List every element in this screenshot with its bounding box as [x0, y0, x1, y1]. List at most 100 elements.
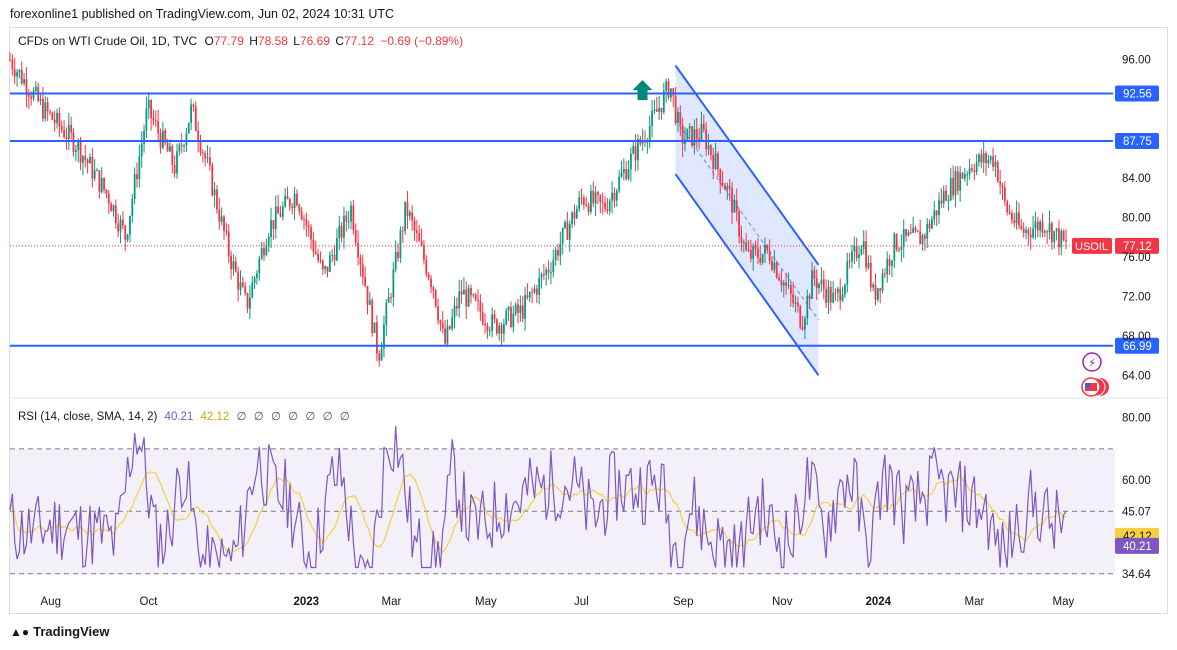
candle-body — [500, 325, 503, 334]
candle-body — [841, 294, 844, 301]
candle-body — [357, 242, 359, 258]
candle-body — [620, 172, 623, 177]
candle-body — [801, 327, 804, 330]
candle-body — [1020, 225, 1023, 229]
candle-body — [632, 146, 635, 154]
candle-body — [987, 159, 990, 164]
tradingview-footer[interactable]: ▲● TradingView — [10, 624, 109, 639]
candle-body — [460, 291, 463, 295]
candle-body — [65, 137, 68, 139]
rsi-legend[interactable]: RSI (14, close, SMA, 14, 2) 40.21 42.12 … — [18, 409, 352, 423]
level-label-bg — [1115, 85, 1159, 102]
candle-body — [552, 260, 555, 273]
price-axis: 96.00 84.00 80.00 76.00 72.00 68.00 64.00 — [1122, 55, 1151, 383]
level-label-bg — [1115, 132, 1159, 149]
candle-body — [592, 190, 595, 204]
candle-body — [996, 161, 999, 182]
rsi-value: 40.21 — [164, 411, 194, 423]
symbol-legend[interactable]: CFDs on WTI Crude Oil, 1D, TVC O77.79 H7… — [18, 34, 463, 48]
channel-median-line — [675, 119, 819, 321]
time-tick-Nov: Nov — [772, 596, 793, 608]
candle-body — [820, 279, 823, 284]
candle-body — [517, 304, 519, 313]
candle-body — [161, 130, 164, 148]
rsi-tick-60: 60.00 — [1122, 475, 1151, 487]
candle-body — [505, 310, 508, 325]
candle-body — [872, 284, 875, 288]
candle-body — [677, 112, 679, 123]
candle-body — [27, 94, 30, 97]
candle-body — [218, 209, 221, 222]
candle-body — [23, 79, 26, 84]
candle-body — [441, 323, 444, 329]
candle-body — [545, 269, 548, 275]
candle-body — [994, 161, 997, 167]
candle-body — [865, 241, 867, 268]
candle-body — [211, 165, 214, 196]
candle-body — [919, 231, 922, 245]
candle-body — [733, 200, 736, 213]
candle-body — [876, 288, 879, 300]
candle-body — [893, 233, 896, 261]
candle-body — [660, 107, 663, 113]
candle-body — [1050, 223, 1053, 243]
candle-body — [173, 164, 176, 174]
horizontal-levels: 92.56 87.75 66.99 USOIL 77.12 — [10, 85, 1159, 354]
candle-body — [18, 69, 21, 73]
candle-body — [874, 284, 877, 300]
candle-body — [813, 270, 816, 279]
price-tick-label: 76.00 — [1122, 252, 1151, 264]
candle-body — [799, 306, 802, 328]
rsi-ma-value: 42.12 — [200, 411, 230, 423]
candle-body — [187, 122, 190, 134]
candle-body — [585, 204, 588, 206]
price-tick-label: 96.00 — [1122, 55, 1151, 67]
candle-body — [256, 273, 258, 279]
candle-body — [778, 277, 780, 281]
candle-body — [615, 190, 618, 201]
candle-body — [900, 246, 903, 250]
candle-body — [728, 186, 731, 189]
candle-body — [754, 245, 757, 249]
candle-body — [502, 324, 505, 334]
candle-body — [688, 126, 691, 129]
candle-body — [905, 229, 907, 236]
candle-body — [420, 241, 423, 246]
candle-body — [354, 230, 357, 243]
candle-body — [387, 296, 390, 303]
candle-body — [1001, 185, 1004, 188]
candle-body — [771, 260, 773, 270]
candle-body — [321, 260, 324, 270]
candle-body — [608, 200, 611, 211]
candle-body — [105, 189, 108, 194]
rsi-placeholder-values: ∅ ∅ ∅ ∅ ∅ ∅ ∅ — [236, 411, 352, 423]
tradingview-brand: TradingView — [33, 624, 110, 639]
candle-body — [648, 126, 651, 142]
candle-body — [575, 208, 578, 219]
time-tick-Jul: Jul — [574, 596, 589, 608]
candle-body — [46, 102, 49, 112]
candle-body — [1015, 212, 1018, 224]
candle-body — [956, 171, 959, 191]
candle-body — [679, 112, 682, 126]
candle-body — [183, 145, 185, 147]
candle-body — [415, 230, 418, 233]
candle-body — [521, 305, 524, 319]
candle-body — [531, 291, 534, 293]
candle-body — [629, 153, 632, 170]
candle-body — [32, 90, 35, 99]
candle-body — [216, 189, 218, 210]
candle-body — [368, 300, 371, 305]
candle-body — [832, 292, 835, 303]
candle-body — [627, 169, 630, 179]
candle-body — [34, 86, 37, 91]
candle-body — [973, 170, 976, 172]
candle-body — [361, 264, 364, 278]
candle-body — [785, 282, 788, 286]
candle-body — [77, 141, 80, 151]
candle-body — [425, 259, 428, 275]
candle-body — [25, 79, 28, 95]
candle-body — [825, 289, 828, 303]
candle-body — [764, 245, 766, 254]
